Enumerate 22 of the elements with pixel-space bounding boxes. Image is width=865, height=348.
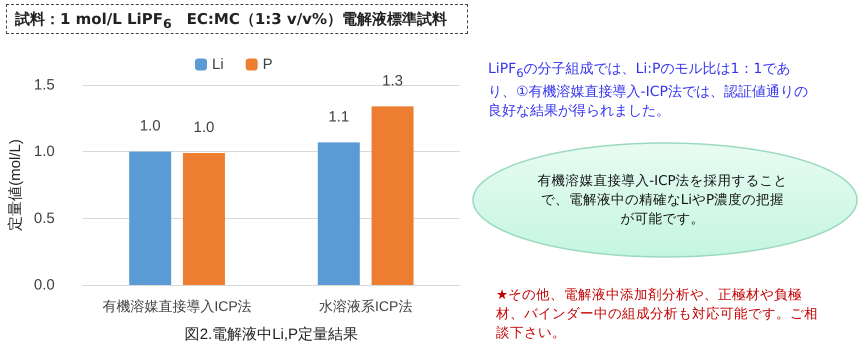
data-label: 1.3 — [382, 72, 403, 90]
y-axis-title: 定量値(mol/L) — [7, 139, 24, 231]
text: ★その他、電解液中添加剤分析や、正極材や負極材、バインダー中の組成分析も対応可能です。ご相談下さい。 — [496, 286, 819, 343]
y-tick-label: 1.5 — [34, 76, 55, 94]
y-tick-label: 1.0 — [34, 143, 55, 160]
x-tick-label: 有機溶媒直接導入ICP法 — [102, 298, 252, 314]
data-label: 1.0 — [194, 119, 214, 136]
y-tick-label: 0.0 — [34, 276, 55, 294]
legend-label: P — [262, 56, 273, 73]
y-tick-label: 0.5 — [34, 210, 55, 227]
data-label: 1.0 — [140, 118, 161, 135]
bar — [182, 153, 225, 285]
data-label: 1.1 — [328, 108, 350, 126]
bar — [318, 142, 360, 285]
text: 有機溶媒直接導入-ICP法を採用することで、電解液中の精確なLiやP濃度の把握が可能です。 — [536, 172, 789, 229]
legend-label: Li — [212, 56, 224, 73]
bar — [372, 106, 414, 285]
chart-title: 試料：1 mol/L LiPF$_{6}$ EC:MC（1:3 v/v%）電解液標準試料 — [15, 10, 447, 31]
x-tick-label: 水溶液系ICP法 — [319, 298, 412, 314]
text: LiPF$_{6}$の分子組成では、Li:Pのモル比は1：1であり、①有機溶媒直接導入-ICP法では、認証値通りの良好な結果が得られました。 — [488, 60, 809, 121]
bar — [129, 152, 172, 285]
x-axis-title: 図2.電解液中Li,P定量結果 — [184, 326, 358, 343]
